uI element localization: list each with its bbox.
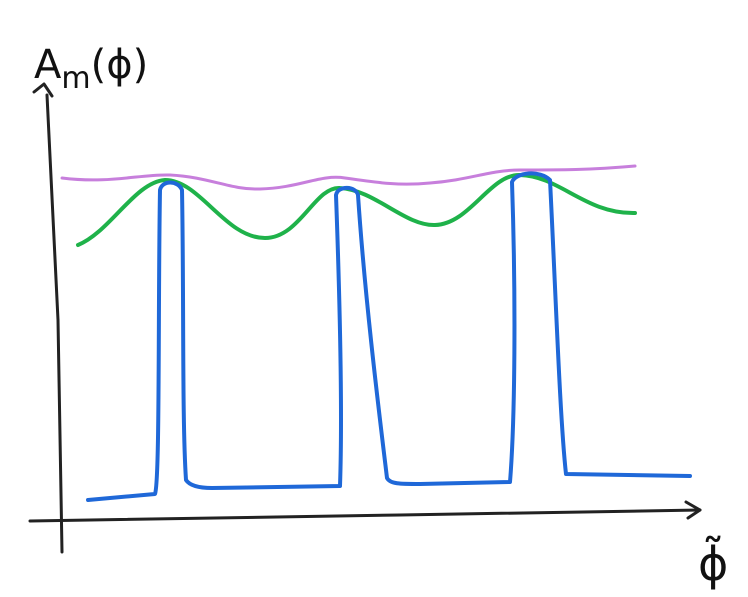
y-label: Am(ϕ) [34, 42, 148, 96]
x-axis [28, 508, 702, 523]
y-label-argument: (ϕ) [91, 42, 149, 88]
x-axis-arrow [684, 500, 702, 520]
x-label: ϕ̃ [698, 536, 728, 591]
y-axis-arrow [32, 82, 54, 98]
y-label-subscript: m [61, 61, 90, 96]
blue-curve [86, 171, 692, 502]
y-axis [45, 93, 64, 554]
purple-curve [60, 164, 637, 191]
y-label-base: A [34, 42, 62, 88]
